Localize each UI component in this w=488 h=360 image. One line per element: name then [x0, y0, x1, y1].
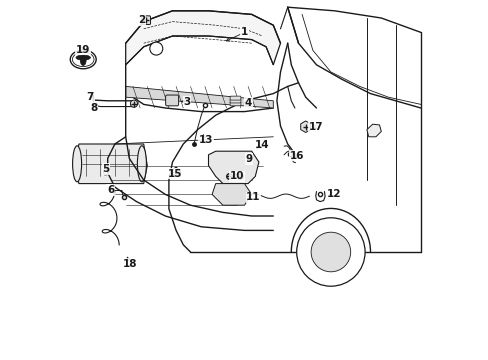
Text: 2: 2	[138, 15, 145, 25]
Polygon shape	[125, 86, 273, 108]
Ellipse shape	[80, 55, 86, 66]
Polygon shape	[300, 121, 310, 132]
Text: 17: 17	[308, 122, 323, 132]
FancyBboxPatch shape	[230, 99, 241, 103]
Text: 12: 12	[326, 189, 340, 199]
Polygon shape	[125, 11, 280, 65]
Ellipse shape	[76, 55, 90, 60]
Text: 18: 18	[122, 258, 137, 269]
Text: 3: 3	[183, 96, 190, 107]
Text: 6: 6	[107, 185, 114, 195]
Polygon shape	[212, 184, 251, 205]
Text: 5: 5	[102, 164, 109, 174]
Circle shape	[296, 218, 365, 286]
Polygon shape	[366, 124, 381, 137]
Text: 15: 15	[168, 168, 182, 179]
FancyBboxPatch shape	[142, 16, 150, 24]
Text: 1: 1	[241, 27, 247, 37]
Text: 10: 10	[229, 171, 244, 181]
Text: 19: 19	[76, 45, 90, 55]
Circle shape	[130, 100, 137, 107]
Text: 8: 8	[90, 103, 98, 113]
Ellipse shape	[70, 50, 96, 69]
Text: 7: 7	[86, 92, 94, 102]
FancyBboxPatch shape	[165, 95, 178, 106]
Ellipse shape	[72, 52, 94, 67]
FancyBboxPatch shape	[230, 96, 241, 100]
FancyBboxPatch shape	[230, 102, 241, 106]
Ellipse shape	[72, 146, 81, 182]
Circle shape	[149, 42, 163, 55]
Polygon shape	[208, 151, 258, 184]
Text: 13: 13	[198, 135, 212, 145]
Polygon shape	[75, 144, 147, 184]
Text: 11: 11	[246, 192, 260, 202]
Circle shape	[310, 232, 350, 272]
Text: 9: 9	[245, 154, 252, 164]
Text: 4: 4	[244, 98, 251, 108]
Ellipse shape	[137, 146, 146, 182]
Text: 16: 16	[289, 150, 304, 161]
Text: 14: 14	[254, 140, 268, 150]
